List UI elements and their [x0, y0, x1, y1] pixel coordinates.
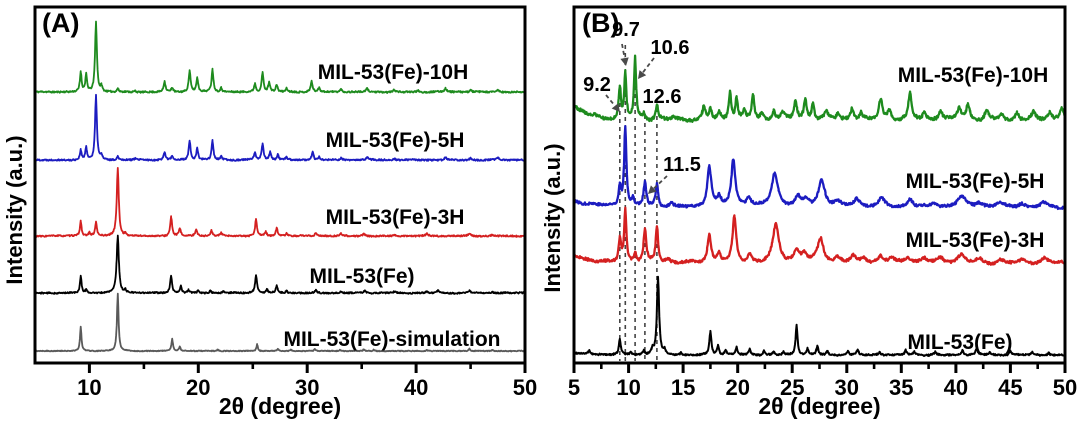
- x-tick-label-10: 10: [77, 375, 101, 400]
- panel-b-ylabel: Intensity (a.u.): [540, 143, 565, 293]
- xrd-curve-mil53fe-5h: [572, 125, 1067, 211]
- x-tick-label-20: 20: [725, 375, 749, 400]
- xrd-curve-mil53fe-simulation: [34, 292, 526, 353]
- series-label-mil53fe-5h: MIL-53(Fe)-5H: [906, 170, 1045, 193]
- x-tick-label-50: 50: [1053, 375, 1077, 400]
- x-tick-label-40: 40: [404, 375, 428, 400]
- callout-arrow-line-11.5: [653, 175, 668, 190]
- series-label-mil53fe-simulation: MIL-53(Fe)-simulation: [283, 328, 500, 351]
- series-label-mil53fe-10h: MIL-53(Fe)-10H: [318, 61, 469, 84]
- series-label-mil53fe-3h: MIL-53(Fe)-3H: [326, 206, 465, 229]
- x-tick-label-30: 30: [835, 375, 859, 400]
- callout-arrow-line-9.7: [621, 43, 626, 59]
- panel-b-xlabel: 2θ (degree): [758, 393, 881, 419]
- x-tick-label-35: 35: [889, 375, 913, 400]
- panel-a-plot: MIL-53(Fe)-10H MIL-53(Fe)-5H MIL-53(Fe)-3H…: [33, 5, 537, 400]
- x-tick-label-40: 40: [944, 375, 968, 400]
- x-tick-label-30: 30: [295, 375, 319, 400]
- callout-arrow-head-10.6: [638, 70, 647, 79]
- plot-border: [33, 5, 527, 365]
- peak-annotation-9.2: 9.2: [583, 74, 611, 96]
- panel-a-letter: (A): [42, 8, 80, 38]
- callout-arrow-head-9.2: [611, 103, 620, 112]
- x-tick-label-25: 25: [780, 375, 804, 400]
- callout-arrow-head-9.7: [620, 57, 629, 66]
- x-tick-label-50: 50: [513, 375, 537, 400]
- x-tick-label-10: 10: [616, 375, 640, 400]
- panel-a-ylabel: Intensity (a.u.): [2, 135, 27, 285]
- x-tick-label-5: 5: [568, 375, 580, 400]
- callout-arrow-line-10.6: [642, 57, 655, 74]
- xrd-curve-mil53fe-5h: [34, 93, 526, 162]
- series-label-mil53fe-10h: MIL-53(Fe)-10H: [898, 64, 1049, 87]
- callout-arrow-line-9.2: [605, 94, 616, 107]
- series-label-mil53fe: MIL-53(Fe): [908, 331, 1013, 354]
- xrd-curve-mil53fe-3h: [34, 166, 526, 238]
- x-tick-label-45: 45: [998, 375, 1022, 400]
- peak-annotation-12.6: 12.6: [643, 86, 682, 108]
- panel-b-plot: MIL-53(Fe)-10H MIL-53(Fe)-5H MIL-53(Fe)-3H…: [568, 5, 1077, 400]
- peak-annotation-11.5: 11.5: [663, 154, 701, 176]
- panel-b-letter: (B): [582, 8, 620, 38]
- peak-annotation-10.6: 10.6: [651, 37, 690, 59]
- series-label-mil53fe-5h: MIL-53(Fe)-5H: [326, 129, 465, 152]
- peak-annotation-9.7: 9.7: [612, 19, 640, 41]
- series-label-mil53fe-3h: MIL-53(Fe)-3H: [906, 229, 1045, 252]
- series-label-mil53fe: MIL-53(Fe): [310, 265, 415, 288]
- xrd-curve-mil53fe-10h: [34, 20, 526, 94]
- x-tick-label-20: 20: [186, 375, 210, 400]
- panel-a-xlabel: 2θ (degree): [218, 393, 342, 419]
- callout-arrow-head-11.5: [648, 185, 657, 194]
- x-tick-label-15: 15: [671, 375, 695, 400]
- xrd-curve-mil53fe: [573, 275, 1066, 357]
- xrd-curve-mil53fe-10h: [572, 54, 1067, 123]
- xrd-curve-mil53fe: [34, 234, 526, 295]
- xrd-curve-mil53fe-3h: [572, 206, 1067, 266]
